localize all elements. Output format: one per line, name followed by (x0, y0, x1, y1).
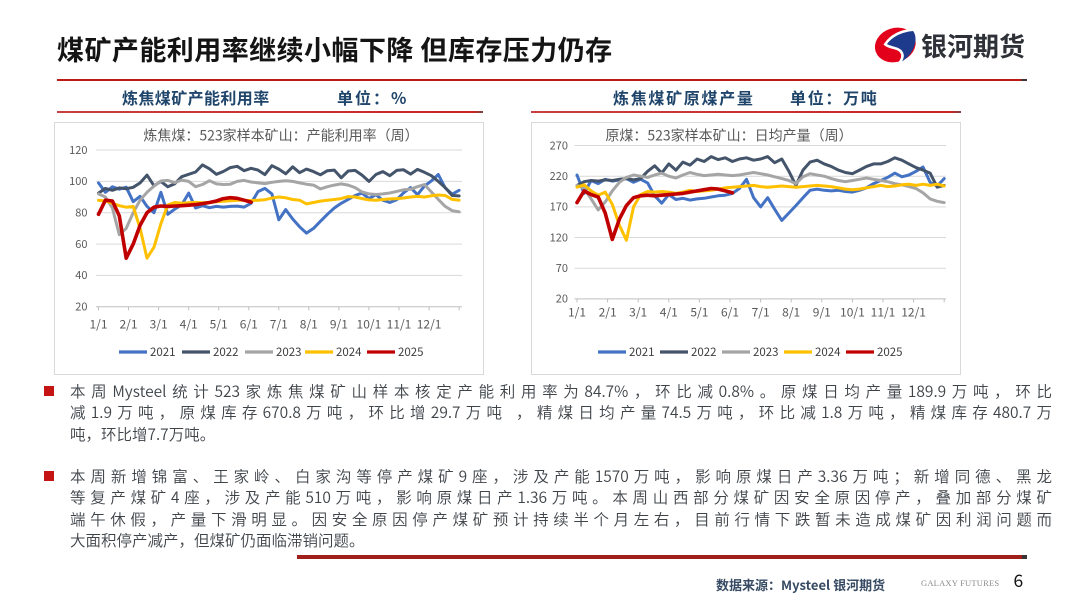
svg-text:11/1: 11/1 (387, 316, 412, 333)
svg-text:12/1: 12/1 (901, 304, 926, 321)
svg-text:220: 220 (550, 168, 568, 184)
svg-text:20: 20 (556, 291, 568, 307)
svg-text:120: 120 (69, 142, 87, 158)
svg-text:20: 20 (75, 299, 87, 315)
svg-text:7/1: 7/1 (270, 316, 288, 333)
svg-text:120: 120 (550, 229, 568, 245)
svg-text:4/1: 4/1 (660, 304, 678, 321)
svg-text:2024: 2024 (336, 344, 362, 360)
svg-text:2022: 2022 (213, 344, 239, 360)
svg-text:2023: 2023 (753, 344, 779, 360)
svg-text:270: 270 (550, 137, 568, 153)
svg-text:2/1: 2/1 (119, 316, 137, 333)
svg-text:8/1: 8/1 (300, 316, 318, 333)
svg-text:2025: 2025 (877, 344, 903, 360)
svg-text:6/1: 6/1 (721, 304, 739, 321)
svg-text:3/1: 3/1 (629, 304, 647, 321)
svg-text:1/1: 1/1 (89, 316, 107, 333)
svg-text:60: 60 (75, 236, 87, 252)
svg-text:2022: 2022 (691, 344, 717, 360)
svg-text:原煤：523家样本矿山：日均产量（周）: 原煤：523家样本矿山：日均产量（周） (605, 126, 852, 146)
svg-text:2021: 2021 (150, 344, 176, 360)
svg-text:2023: 2023 (276, 344, 302, 360)
svg-text:80: 80 (75, 205, 87, 221)
svg-text:1/1: 1/1 (568, 304, 586, 321)
svg-text:170: 170 (550, 199, 568, 215)
svg-text:40: 40 (75, 267, 87, 283)
svg-text:8/1: 8/1 (782, 304, 800, 321)
svg-text:3/1: 3/1 (150, 316, 168, 333)
svg-text:10/1: 10/1 (357, 316, 382, 333)
svg-text:12/1: 12/1 (417, 316, 442, 333)
svg-text:2021: 2021 (629, 344, 655, 360)
svg-text:10/1: 10/1 (840, 304, 865, 321)
svg-text:5/1: 5/1 (210, 316, 228, 333)
svg-text:100: 100 (69, 173, 87, 189)
svg-text:炼焦煤：523家样本矿山：产能利用率（周）: 炼焦煤：523家样本矿山：产能利用率（周） (143, 126, 418, 146)
svg-text:2025: 2025 (398, 344, 424, 360)
svg-text:2/1: 2/1 (599, 304, 617, 321)
svg-text:2024: 2024 (815, 344, 841, 360)
svg-text:9/1: 9/1 (330, 316, 348, 333)
svg-text:7/1: 7/1 (752, 304, 770, 321)
svg-text:5/1: 5/1 (690, 304, 708, 321)
svg-text:4/1: 4/1 (180, 316, 198, 333)
svg-text:9/1: 9/1 (813, 304, 831, 321)
svg-text:11/1: 11/1 (871, 304, 896, 321)
svg-text:6/1: 6/1 (240, 316, 258, 333)
svg-text:70: 70 (556, 260, 568, 276)
